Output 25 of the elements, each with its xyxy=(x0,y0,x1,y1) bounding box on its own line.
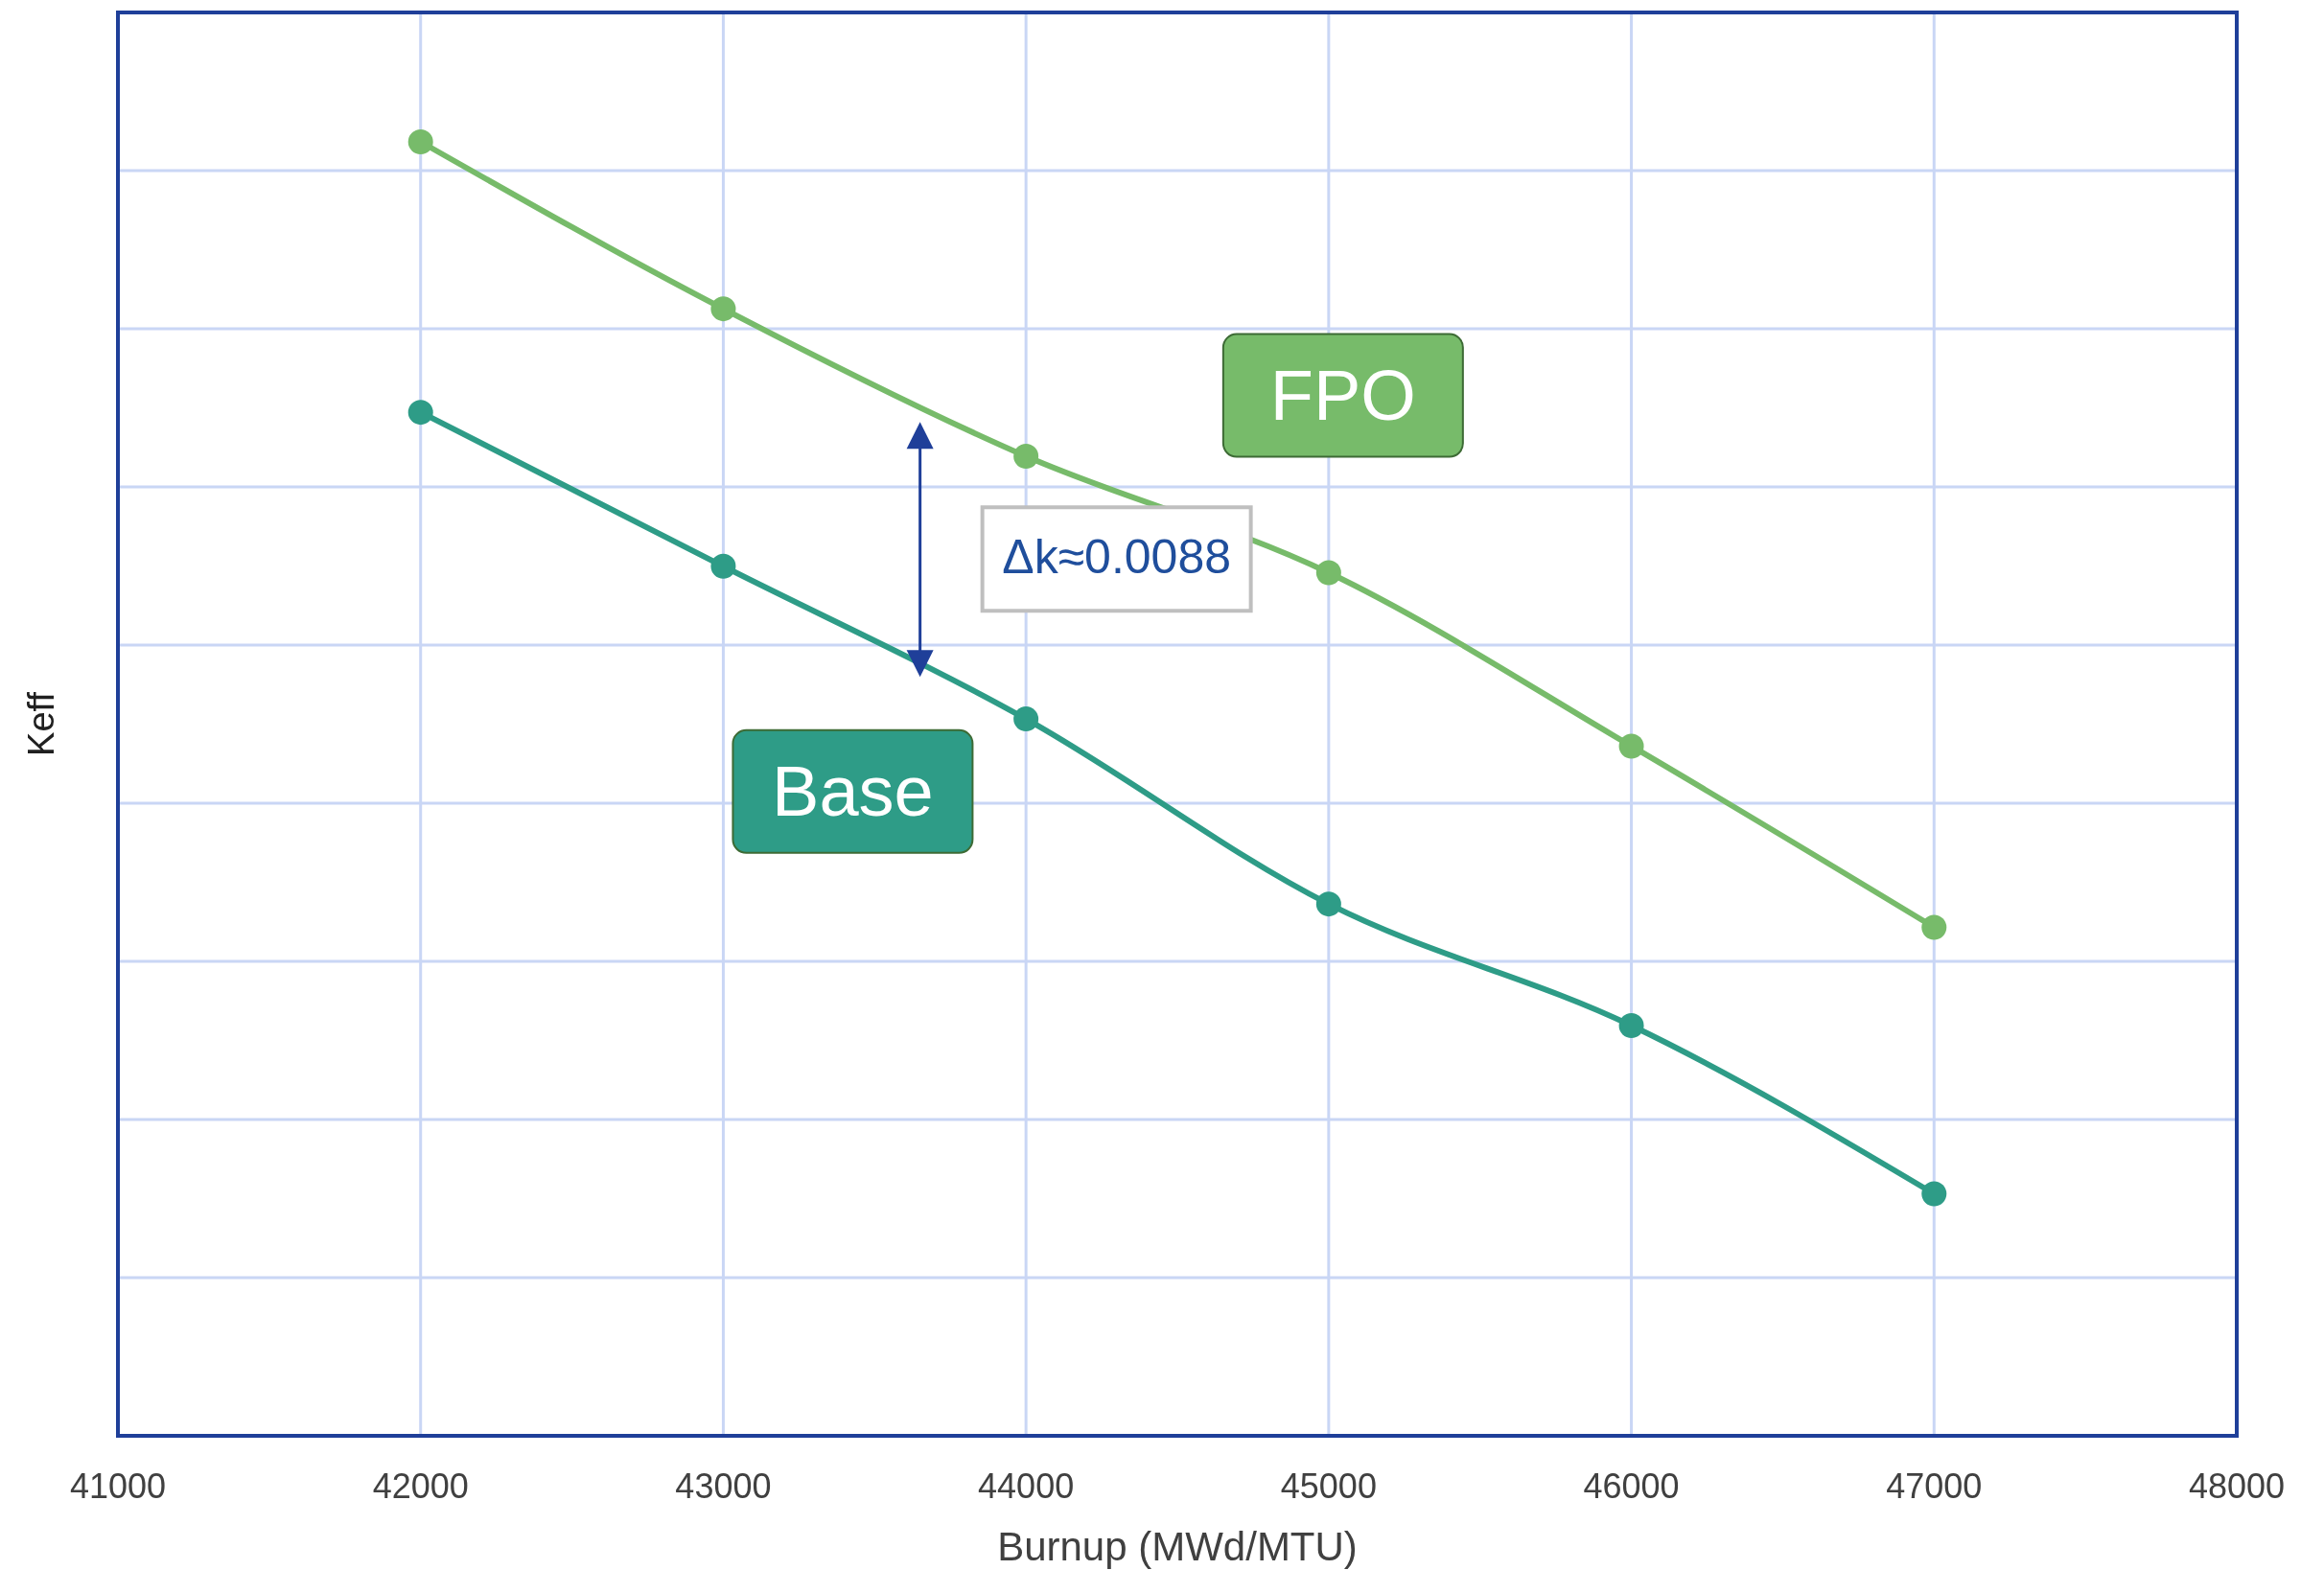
x-tick-label: 47000 xyxy=(1886,1466,1983,1506)
x-tick-label: 42000 xyxy=(372,1466,469,1506)
x-tick-label: 45000 xyxy=(1280,1466,1377,1506)
point xyxy=(1618,733,1644,759)
x-axis-title: Burnup (MWd/MTU) xyxy=(997,1524,1358,1569)
point xyxy=(1315,560,1341,586)
series-label: FPO xyxy=(1269,355,1416,435)
x-tick-label: 43000 xyxy=(675,1466,772,1506)
point xyxy=(1921,914,1947,940)
x-tick-label: 41000 xyxy=(69,1466,167,1506)
point xyxy=(407,129,433,154)
point xyxy=(710,296,736,322)
point xyxy=(407,400,433,426)
annotation: Δk≈0.0088 xyxy=(1002,530,1232,585)
x-tick-label: 48000 xyxy=(2188,1466,2286,1506)
point xyxy=(1315,891,1341,917)
point xyxy=(1013,444,1039,470)
point xyxy=(1013,706,1039,732)
y-axis-title: Keff xyxy=(21,691,61,756)
x-tick-label: 46000 xyxy=(1583,1466,1680,1506)
point xyxy=(1921,1181,1947,1207)
point xyxy=(1618,1013,1644,1039)
series-label: Base xyxy=(772,750,934,831)
x-tick-label: 44000 xyxy=(978,1466,1075,1506)
point xyxy=(710,553,736,579)
